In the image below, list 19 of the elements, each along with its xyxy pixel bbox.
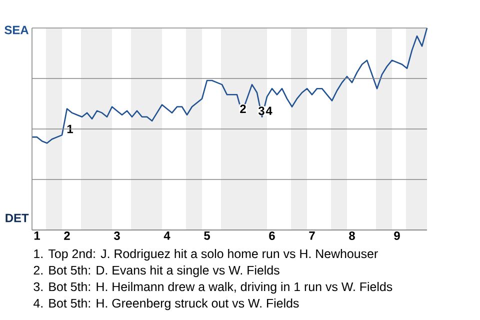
text: 2. Bot 5th: D. Evans hit a single vs W. Fields xyxy=(34,265,280,278)
x-tick-label: 5 xyxy=(204,232,210,240)
text: DET xyxy=(6,214,29,222)
annotation: 1 xyxy=(67,124,73,134)
x-tick-label: 2 xyxy=(64,232,70,240)
annotation: 4 xyxy=(266,106,272,115)
annotation: 3 xyxy=(258,106,264,116)
x-tick-label: 8 xyxy=(349,232,355,240)
text: 3. Bot 5th: H. Heilmann drew a walk, driving in 1 run vs W. Fields xyxy=(34,282,392,294)
x-tick-label: 7 xyxy=(309,232,315,240)
text: 1. Top 2nd: J. Rodriguez hit a solo home run vs H. Newhouser xyxy=(34,248,378,261)
text: 4. Bot 5th: H. Greenberg struck out vs W. Fields xyxy=(33,298,299,310)
x-tick-label: 6 xyxy=(269,232,275,240)
x-tick-label: 9 xyxy=(394,232,400,240)
x-tick-label: 4 xyxy=(164,232,170,240)
text: SEA xyxy=(4,26,28,34)
x-tick-label: 3 xyxy=(114,232,120,240)
x-tick-label: 1 xyxy=(34,232,40,240)
annotation: 2 xyxy=(240,104,246,113)
